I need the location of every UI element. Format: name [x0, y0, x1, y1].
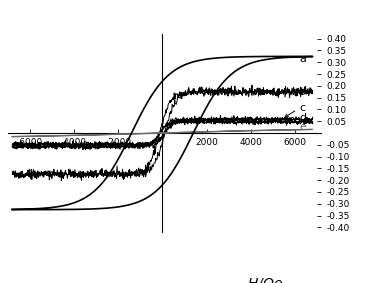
Text: e: e — [299, 122, 306, 132]
Text: a: a — [299, 54, 306, 64]
Text: b: b — [299, 87, 307, 97]
Text: $\it{H}$/Oe: $\it{H}$/Oe — [247, 276, 283, 283]
Text: c: c — [299, 103, 305, 113]
Text: d: d — [299, 113, 307, 123]
